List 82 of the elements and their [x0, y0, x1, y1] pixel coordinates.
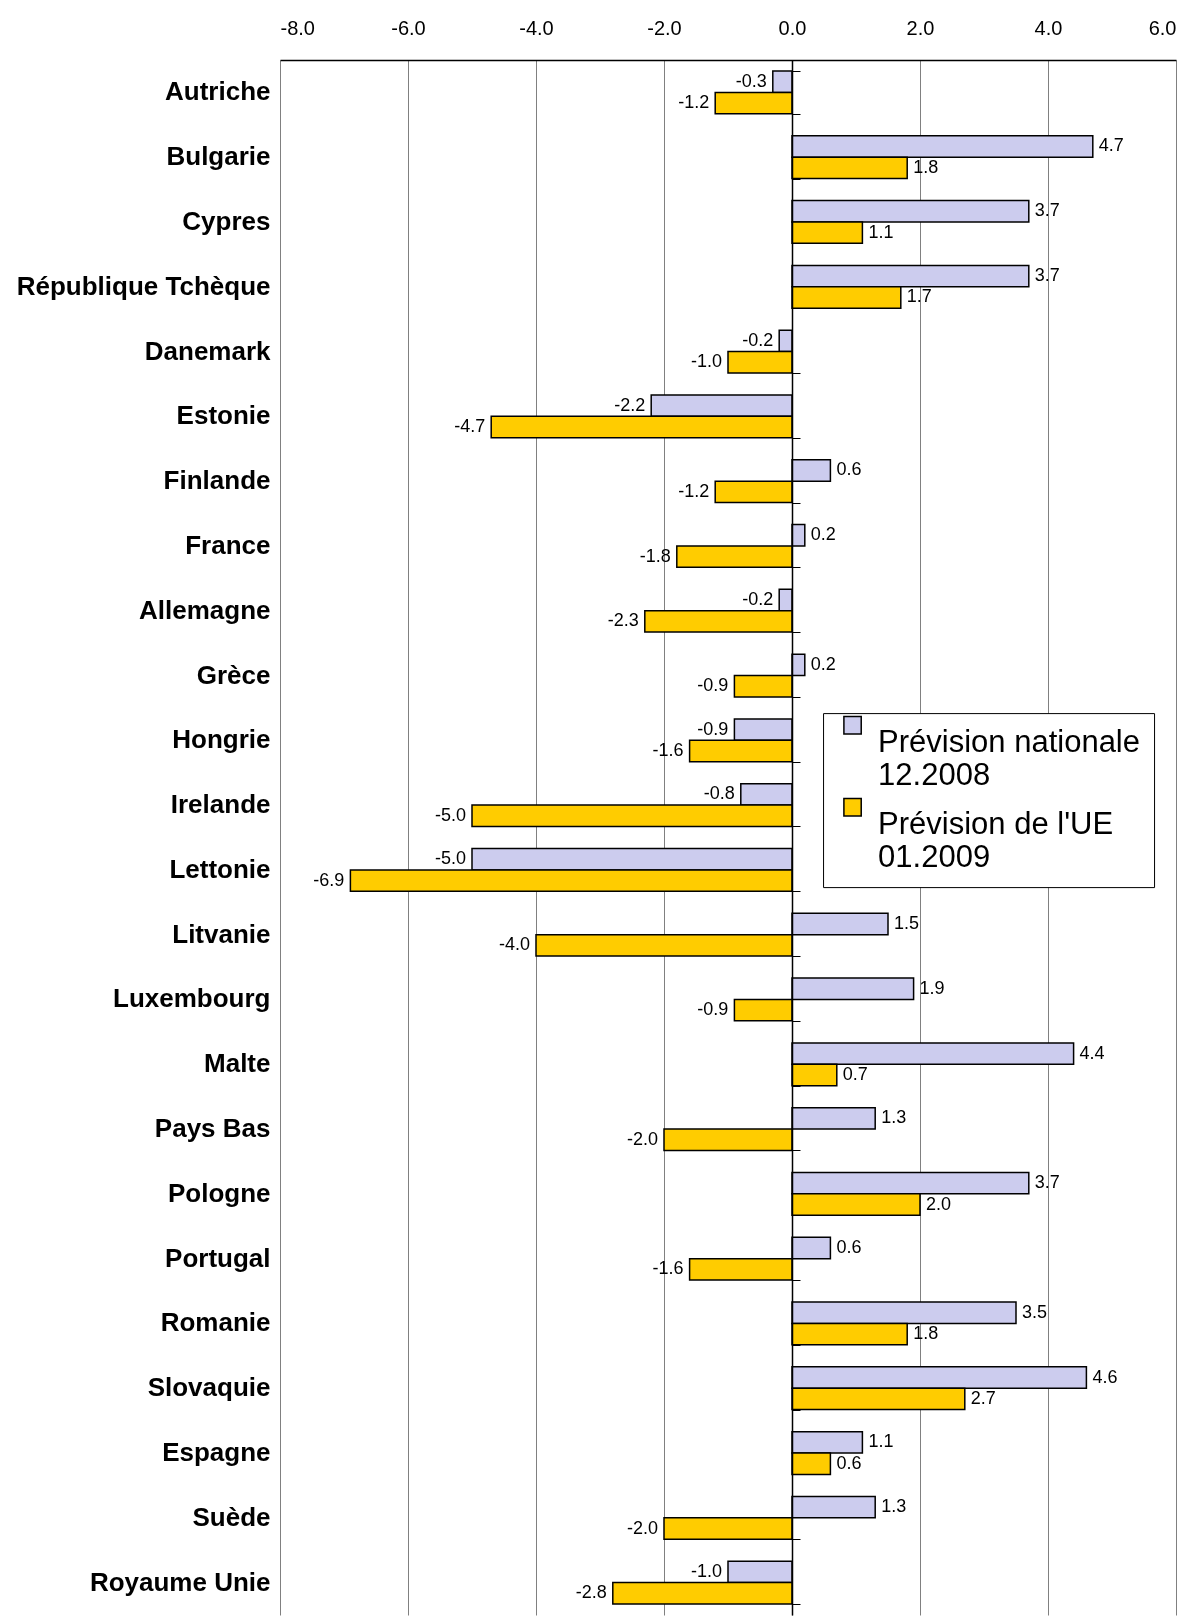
- y-tick-label: Bulgarie: [166, 141, 271, 172]
- data-label: 0.6: [836, 459, 862, 480]
- y-tick-label: Finlande: [163, 465, 271, 496]
- data-label: 3.7: [1034, 265, 1060, 286]
- data-label: -0.9: [697, 999, 729, 1020]
- data-label: -2.0: [626, 1517, 658, 1538]
- data-label: -6.9: [313, 869, 345, 890]
- data-label: 1.1: [868, 221, 894, 242]
- y-tick-label: République Tchèque: [16, 270, 271, 301]
- data-label: -1.6: [652, 1258, 684, 1279]
- data-label: 0.2: [810, 653, 836, 674]
- data-label: -1.0: [690, 1560, 722, 1581]
- data-label: 0.2: [810, 524, 836, 545]
- data-label: -5.0: [434, 804, 466, 825]
- y-tick-label: Suède: [192, 1501, 271, 1532]
- y-tick-label: Hongrie: [172, 724, 271, 755]
- y-tick-label: Royaume Unie: [89, 1566, 271, 1597]
- data-label: -1.2: [678, 92, 710, 113]
- x-tick-label: 0.0: [778, 16, 807, 39]
- y-tick-label: Litvanie: [172, 918, 271, 949]
- data-label: 1.1: [868, 1431, 894, 1452]
- y-tick-label: Pays Bas: [154, 1113, 271, 1144]
- y-tick-label: Espagne: [162, 1437, 271, 1468]
- data-label: 1.3: [881, 1496, 907, 1517]
- data-label: -0.9: [697, 675, 729, 696]
- data-label: 3.5: [1022, 1301, 1048, 1322]
- data-label: -2.8: [575, 1582, 607, 1603]
- data-label: -0.8: [703, 783, 735, 804]
- y-tick-label: Portugal: [165, 1242, 271, 1273]
- x-tick-label: -2.0: [647, 16, 682, 39]
- y-tick-label: Danemark: [144, 335, 272, 366]
- data-label: 1.8: [913, 1323, 939, 1344]
- data-label: 1.5: [894, 913, 920, 933]
- data-label: -4.0: [498, 934, 530, 955]
- y-tick-label: Estonie: [176, 400, 271, 431]
- y-tick-label: Lettonie: [169, 853, 271, 884]
- data-label: -1.2: [678, 480, 710, 501]
- data-label: -2.2: [614, 394, 646, 415]
- y-tick-label: Malte: [204, 1048, 271, 1079]
- data-label: 4.6: [1092, 1366, 1118, 1387]
- x-tick-label: 6.0: [1148, 16, 1177, 39]
- data-label: -1.6: [652, 740, 684, 760]
- data-label: -2.3: [607, 610, 639, 631]
- y-tick-label: Autriche: [165, 76, 271, 107]
- data-label: -0.3: [735, 70, 767, 91]
- legend-label: Prévision de l'UE 01.2009: [878, 805, 1114, 874]
- y-tick-label: Romanie: [160, 1307, 271, 1338]
- y-tick-label: Irelande: [170, 789, 271, 820]
- x-tick-label: -6.0: [391, 16, 426, 39]
- data-label: -4.7: [454, 416, 486, 437]
- data-label: 4.4: [1079, 1042, 1105, 1063]
- data-label: -1.0: [690, 351, 722, 372]
- data-label: -2.0: [626, 1128, 658, 1149]
- data-label: 0.7: [842, 1063, 868, 1084]
- legend-label: Prévision nationale 12.2008: [878, 723, 1141, 792]
- x-tick-label: -4.0: [519, 16, 554, 39]
- data-label: -1.8: [639, 545, 671, 566]
- data-label: 2.0: [926, 1193, 952, 1214]
- y-tick-label: Cypres: [182, 205, 271, 236]
- data-label: 1.8: [913, 156, 939, 177]
- y-tick-label: Pologne: [167, 1177, 271, 1208]
- data-label: -0.2: [742, 589, 774, 610]
- y-tick-label: Slovaquie: [147, 1372, 271, 1403]
- data-label: 3.7: [1034, 200, 1060, 221]
- data-label: 1.3: [881, 1107, 907, 1128]
- y-tick-label: Allemagne: [139, 594, 271, 625]
- data-label: 1.9: [919, 977, 945, 998]
- data-label: 4.7: [1098, 135, 1124, 156]
- y-tick-label: France: [185, 529, 271, 560]
- data-label: 0.6: [836, 1452, 862, 1473]
- y-tick-label: Grèce: [196, 659, 271, 690]
- data-label: -5.0: [434, 848, 466, 869]
- data-label: -0.2: [742, 329, 774, 350]
- data-label: 1.7: [906, 286, 932, 307]
- data-label: 3.7: [1034, 1172, 1060, 1193]
- data-label: -0.9: [697, 718, 729, 739]
- x-tick-label: 2.0: [906, 16, 935, 39]
- data-label: 2.7: [970, 1387, 996, 1408]
- y-tick-label: Luxembourg: [113, 983, 271, 1014]
- x-tick-label: 4.0: [1034, 16, 1063, 39]
- data-label: 0.6: [836, 1236, 862, 1257]
- x-tick-label: -8.0: [280, 16, 315, 39]
